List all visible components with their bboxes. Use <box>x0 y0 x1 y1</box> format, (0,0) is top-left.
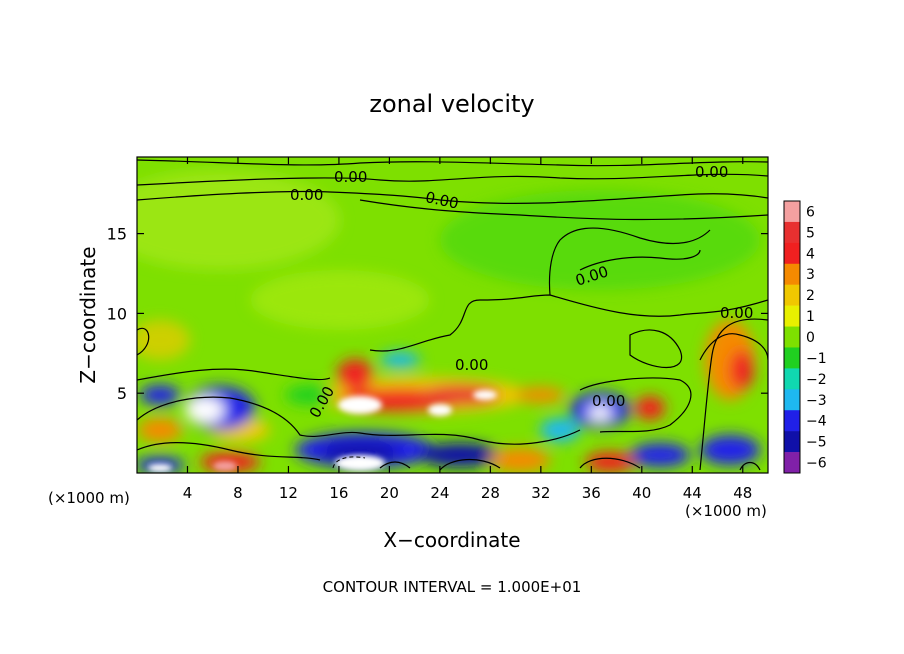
colorbar-swatch <box>784 263 800 285</box>
y-axis-label: Z−coordinate <box>76 246 100 383</box>
y-tick-label: 15 <box>107 225 127 244</box>
x-tick-label: 48 <box>733 484 752 502</box>
y-axis: 5 10 15 <box>107 225 768 403</box>
colorbar-swatch <box>784 221 800 244</box>
colorbar-swatch <box>784 410 800 432</box>
colorbar-label: −1 <box>806 351 827 367</box>
contour-labels: 0.00 0.00 0.00 0.00 0.00 0.00 0.00 0.00 … <box>290 163 753 421</box>
x-tick-label: 12 <box>279 484 298 502</box>
x-tick-label: 36 <box>582 484 601 502</box>
colorbar-label: 3 <box>806 267 815 283</box>
x-tick-label: 4 <box>183 484 193 502</box>
colorbar-swatch <box>784 347 800 369</box>
x-unit-left: (×1000 m) <box>48 489 130 507</box>
colorbar-swatch <box>784 305 800 327</box>
contour-label: 0.00 <box>592 392 625 410</box>
x-tick-label: 44 <box>683 484 702 502</box>
x-axis: 4 8 12 16 20 24 28 32 36 40 44 48 <box>183 157 752 502</box>
colorbar: 6 5 4 3 2 1 0 −1 −2 −3 −4 −5 −6 <box>783 200 827 474</box>
colorbar-label: 2 <box>806 288 815 304</box>
colorbar-label: 4 <box>806 246 815 262</box>
x-axis-label: X−coordinate <box>383 528 520 552</box>
x-tick-label: 16 <box>329 484 348 502</box>
contour-label: 0.00 <box>720 304 753 322</box>
contour-label: 0.00 <box>290 186 323 204</box>
colorbar-swatch <box>784 284 800 306</box>
colorbar-swatch <box>784 389 800 411</box>
x-tick-label: 24 <box>430 484 449 502</box>
colorbar-swatch <box>784 368 800 390</box>
plot-frame <box>136 156 769 474</box>
colorbar-label: −3 <box>806 393 827 409</box>
colorbar-swatch <box>784 242 800 265</box>
colorbar-label: −4 <box>806 414 827 430</box>
contour-lines <box>137 159 768 471</box>
heatmap-field <box>137 157 768 473</box>
x-tick-label: 20 <box>380 484 399 502</box>
contour-interval-note: CONTOUR INTERVAL = 1.000E+01 <box>323 578 582 596</box>
colorbar-label: 5 <box>806 225 815 241</box>
colorbar-swatch <box>784 326 800 348</box>
colorbar-label: 0 <box>806 330 815 346</box>
x-tick-label: 32 <box>531 484 550 502</box>
colorbar-label: −2 <box>806 372 827 388</box>
x-tick-label: 40 <box>632 484 651 502</box>
colorbar-swatch <box>784 431 800 453</box>
y-tick-label: 10 <box>107 304 127 323</box>
x-tick-label: 28 <box>481 484 500 502</box>
x-tick-label: 8 <box>233 484 243 502</box>
colorbar-label: 1 <box>806 309 815 325</box>
contour-label: 0.00 <box>695 163 728 181</box>
contour-label: 0.00 <box>455 356 488 374</box>
colorbar-frame <box>783 200 801 474</box>
x-unit-right: (×1000 m) <box>685 502 767 520</box>
colorbar-swatch <box>784 452 800 474</box>
contour-label: 0.00 <box>334 168 367 186</box>
chart-title: zonal velocity <box>369 90 534 118</box>
colorbar-label: 6 <box>806 204 815 220</box>
colorbar-swatch <box>784 201 800 223</box>
y-tick-label: 5 <box>117 384 127 403</box>
colorbar-label: −5 <box>806 435 827 451</box>
colorbar-label: −6 <box>806 456 827 472</box>
